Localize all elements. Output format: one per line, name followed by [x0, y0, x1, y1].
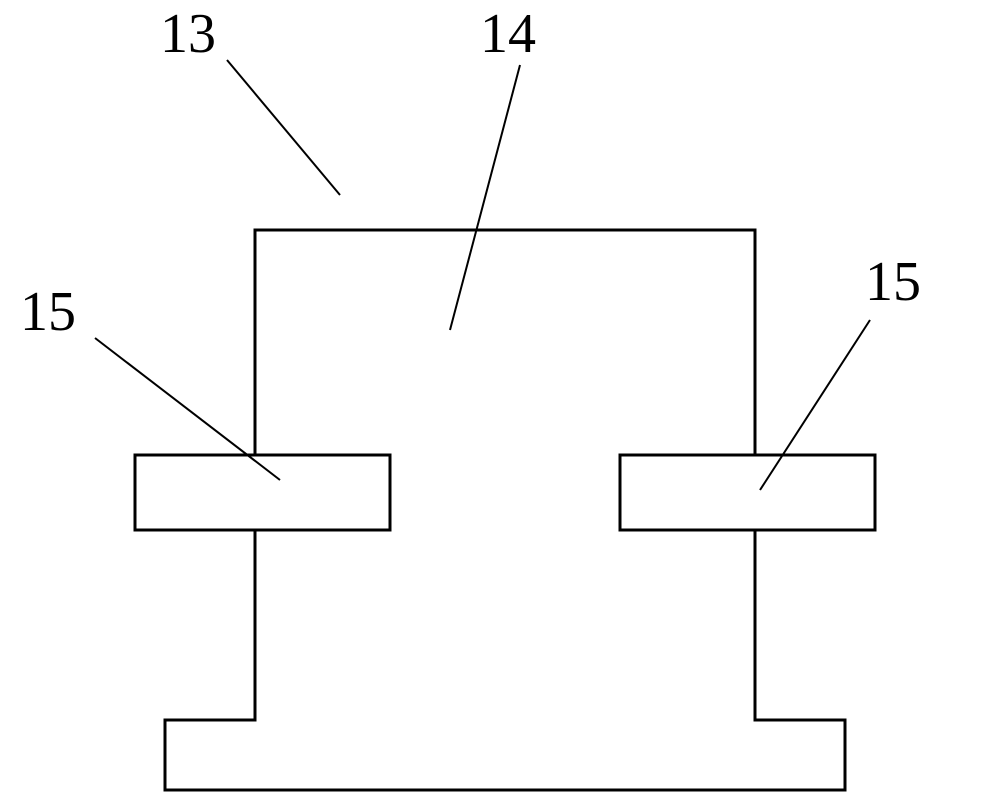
base-plate — [165, 720, 845, 790]
right-tab — [620, 455, 875, 530]
label-l14: 14 — [480, 3, 536, 65]
seam-cover-base — [257, 717, 754, 723]
seam-cover-left — [252, 457, 258, 529]
label-l13: 13 — [160, 3, 216, 65]
label-l15a: 15 — [20, 281, 76, 343]
label-l15b: 15 — [865, 251, 921, 313]
seam-cover-right — [752, 457, 758, 529]
diagram-canvas: 13 14 15 15 — [0, 0, 1000, 808]
